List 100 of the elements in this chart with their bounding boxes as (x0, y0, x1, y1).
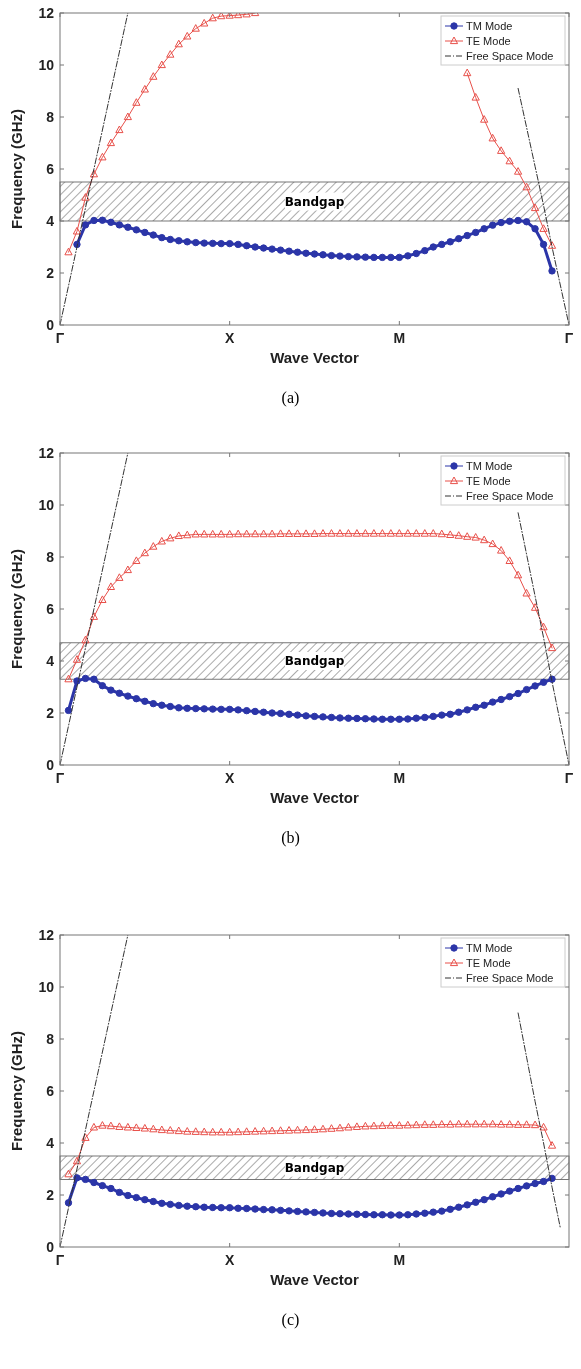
point (497, 218, 505, 227)
legend-label: TE Mode (466, 475, 511, 487)
point (497, 695, 505, 704)
point (395, 1211, 404, 1219)
point (514, 167, 523, 175)
point (259, 1126, 268, 1135)
point (522, 588, 531, 597)
point (191, 529, 200, 538)
point (242, 706, 251, 715)
point (522, 182, 531, 191)
point (107, 218, 115, 226)
point (514, 570, 523, 579)
point (336, 1210, 344, 1218)
point (463, 68, 472, 77)
x-tick-label: X (224, 330, 235, 346)
point (192, 704, 200, 713)
point (539, 622, 548, 631)
point (98, 595, 107, 603)
point (234, 240, 242, 249)
point (64, 247, 73, 256)
point (72, 226, 82, 235)
point (429, 1208, 437, 1216)
point (259, 708, 268, 716)
point (318, 529, 328, 537)
point (123, 1122, 132, 1131)
point (369, 529, 378, 537)
point (174, 39, 183, 48)
point (327, 1124, 336, 1132)
point (421, 713, 429, 722)
point (463, 1201, 471, 1209)
point (480, 701, 488, 709)
point (225, 529, 234, 538)
point (132, 226, 141, 234)
point (242, 529, 251, 538)
point (200, 18, 209, 27)
point (530, 1120, 540, 1129)
point (242, 1204, 251, 1213)
point (293, 248, 302, 256)
point (386, 1121, 395, 1129)
band-label: Bandgap (284, 194, 345, 209)
y-tick-label: 4 (46, 213, 55, 229)
point (107, 686, 115, 694)
y-tick-label: 6 (46, 601, 55, 617)
point (404, 1211, 412, 1219)
point (225, 1127, 234, 1136)
point (310, 1208, 319, 1217)
point (463, 1119, 472, 1128)
y-tick-label: 8 (46, 109, 55, 125)
point (403, 1120, 412, 1129)
point (157, 60, 166, 69)
y-tick-label: 0 (46, 757, 55, 773)
point (158, 233, 166, 242)
point (301, 1125, 311, 1134)
point (200, 529, 209, 538)
point (327, 713, 336, 722)
y-tick-label: 12 (38, 927, 55, 943)
point (497, 1120, 506, 1128)
point (404, 715, 412, 723)
point (522, 1182, 531, 1190)
point (471, 228, 480, 237)
point (302, 712, 310, 720)
point (225, 239, 234, 248)
point (132, 556, 141, 564)
point (437, 529, 446, 538)
point (539, 1177, 548, 1186)
point (488, 1119, 497, 1128)
point (149, 542, 158, 550)
point (124, 1191, 132, 1200)
point (412, 1210, 420, 1218)
point (81, 674, 90, 683)
point (310, 712, 319, 721)
point (106, 1121, 115, 1130)
point (378, 529, 387, 537)
y-tick-label: 12 (38, 445, 55, 461)
point (386, 529, 395, 537)
point (149, 699, 158, 708)
point (200, 239, 208, 247)
point (140, 84, 149, 93)
point (378, 715, 387, 723)
point (421, 246, 429, 255)
point (352, 1122, 362, 1130)
text: (c) (281, 1311, 300, 1329)
point (293, 1125, 302, 1134)
point (251, 707, 259, 716)
y-axis-title: Frequency (GHz) (8, 108, 25, 230)
point (361, 1121, 370, 1130)
point (285, 1207, 293, 1215)
point (166, 1126, 175, 1134)
point (505, 556, 514, 564)
y-tick-label: 6 (46, 161, 55, 177)
point (268, 245, 276, 253)
point (547, 643, 557, 652)
point (488, 133, 497, 142)
point (217, 705, 225, 714)
point (208, 529, 217, 538)
x-tick-label: Γ (564, 770, 574, 786)
point (395, 715, 404, 723)
point (81, 635, 90, 644)
point (310, 250, 319, 258)
point (514, 689, 522, 698)
